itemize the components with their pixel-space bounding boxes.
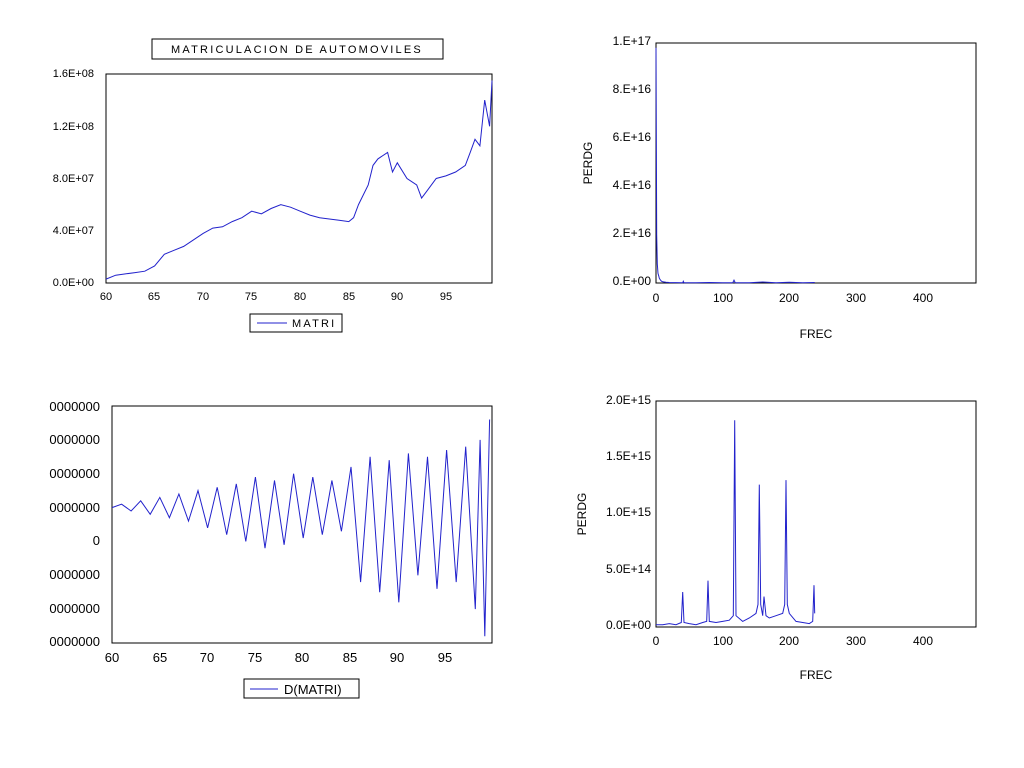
- chart-matri-series-line: [105, 80, 493, 280]
- chart-perdg-1-yticks: 0.E+00 2.E+16 4.E+16 6.E+16 8.E+16 1.E+1…: [613, 34, 652, 288]
- chart-matri-legend: MATRI: [249, 313, 343, 333]
- chart-perdg-2-ytick-label: 0.0E+00: [606, 618, 651, 632]
- chart-matri-ytick-label: 8.0E+07: [53, 173, 94, 185]
- chart-perdg-2-xtick-label: 200: [779, 634, 799, 648]
- chart-dmatri-xtick-label: 65: [153, 650, 167, 665]
- chart-perdg-2-ytick-label: 5.0E+14: [606, 562, 651, 576]
- chart-matri-xtick-label: 90: [391, 291, 403, 303]
- chart-perdg-2-xlabel: FREC: [800, 668, 833, 682]
- chart-matri-xtick-label: 60: [100, 291, 112, 303]
- chart-perdg-2-xtick-label: 300: [846, 634, 866, 648]
- chart-matri-xticks: 60 65 70 75 80 85 90 95: [100, 291, 452, 303]
- chart-dmatri-xtick-label: 85: [343, 650, 357, 665]
- chart-matri-xtick-label: 75: [245, 291, 257, 303]
- chart-dmatri-plot-frame: [111, 405, 493, 644]
- chart-dmatri-legend-label: D(MATRI): [284, 682, 342, 697]
- chart-perdg-1-xtick-label: 300: [846, 291, 866, 305]
- chart-dmatri-ytick-label: 0000000: [49, 500, 100, 515]
- chart-perdg-2-ytick-label: 1.5E+15: [606, 449, 651, 463]
- chart-perdg-2-series-line: [656, 420, 816, 626]
- chart-perdg-1-ytick-label: 1.E+17: [613, 34, 652, 48]
- chart-matri-xtick-label: 85: [343, 291, 355, 303]
- chart-dmatri-ytick-label: 0000000: [49, 399, 100, 414]
- chart-dmatri-xticks: 60 65 70 75 80 85 90 95: [105, 650, 452, 665]
- chart-dmatri-ytick-label: 0000000: [49, 634, 100, 649]
- chart-perdg-1-ytick-label: 4.E+16: [613, 178, 652, 192]
- chart-dmatri-xtick-label: 70: [200, 650, 214, 665]
- chart-perdg-1-ytick-label: 0.E+00: [613, 274, 652, 288]
- chart-dmatri-xtick-label: 90: [390, 650, 404, 665]
- chart-perdg-1-plot-frame: [655, 42, 977, 284]
- chart-perdg-2-xtick-label: 0: [653, 634, 660, 648]
- chart-perdg-1-xtick-label: 400: [913, 291, 933, 305]
- chart-perdg-1-ytick-label: 2.E+16: [613, 226, 652, 240]
- chart-perdg-1-ytick-label: 8.E+16: [613, 82, 652, 96]
- chart-dmatri-legend: D(MATRI): [243, 678, 360, 699]
- chart-matri-legend-label: MATRI: [292, 318, 336, 330]
- chart-matri-ytick-label: 0.0E+00: [53, 277, 94, 289]
- chart-dmatri-ytick-label: 0000000: [49, 601, 100, 616]
- chart-matri-title: MATRICULACION DE AUTOMOVILES: [171, 44, 423, 56]
- chart-perdg-1: PERDG FREC 0.E+00 2.E+16 4.E+16 6.E+16 8…: [581, 34, 977, 341]
- chart-dmatri-xtick-label: 60: [105, 650, 119, 665]
- chart-dmatri-ytick-label: 0000000: [49, 432, 100, 447]
- chart-dmatri-xtick-label: 80: [295, 650, 309, 665]
- chart-perdg-1-ytick-label: 6.E+16: [613, 130, 652, 144]
- chart-dmatri: 0000000 0000000 0000000 0000000 0 000000…: [49, 399, 493, 699]
- chart-dmatri-xtick-label: 75: [248, 650, 262, 665]
- chart-matri-ytick-label: 1.2E+08: [53, 121, 94, 133]
- chart-perdg-1-series-line: [655, 47, 815, 284]
- chart-perdg-1-xtick-label: 100: [713, 291, 733, 305]
- chart-perdg-2-yticks: 0.0E+00 5.0E+14 1.0E+15 1.5E+15 2.0E+15: [606, 393, 651, 632]
- chart-perdg-2-xticks: 0 100 200 300 400: [653, 634, 934, 648]
- chart-matri: MATRICULACION DE AUTOMOVILES 60 65 70 75…: [53, 38, 493, 333]
- chart-dmatri-ytick-label: 0000000: [49, 567, 100, 582]
- chart-perdg-2-ytick-label: 2.0E+15: [606, 393, 651, 407]
- chart-matri-yticks: 0.0E+00 4.0E+07 8.0E+07 1.2E+08 1.6E+08: [53, 68, 94, 289]
- chart-perdg-1-xticks: 0 100 200 300 400: [653, 291, 934, 305]
- chart-perdg-1-xlabel: FREC: [800, 327, 833, 341]
- chart-perdg-2-ytick-label: 1.0E+15: [606, 505, 651, 519]
- chart-perdg-2-ylabel: PERDG: [575, 493, 589, 536]
- chart-matri-ytick-label: 4.0E+07: [53, 225, 94, 237]
- chart-perdg-1-xtick-label: 0: [653, 291, 660, 305]
- chart-matri-title-box: [151, 38, 444, 60]
- chart-matri-xtick-label: 80: [294, 291, 306, 303]
- chart-matri-ytick-label: 1.6E+08: [53, 68, 94, 80]
- chart-matri-plot-frame: [105, 73, 493, 284]
- chart-perdg-2: PERDG FREC 0.0E+00 5.0E+14 1.0E+15 1.5E+…: [575, 393, 977, 682]
- chart-dmatri-ytick-label: 0000000: [49, 466, 100, 481]
- chart-perdg-1-ylabel: PERDG: [581, 142, 595, 185]
- chart-perdg-2-plot-frame: [655, 400, 977, 628]
- chart-perdg-2-xtick-label: 400: [913, 634, 933, 648]
- chart-dmatri-yticks: 0000000 0000000 0000000 0000000 0 000000…: [49, 399, 100, 649]
- chart-matri-xtick-label: 95: [440, 291, 452, 303]
- chart-dmatri-xtick-label: 95: [438, 650, 452, 665]
- chart-matri-xtick-label: 70: [197, 291, 209, 303]
- chart-dmatri-ytick-label: 0: [93, 533, 100, 548]
- chart-dmatri-legend-box: [243, 678, 360, 699]
- chart-perdg-2-xtick-label: 100: [713, 634, 733, 648]
- chart-matri-xtick-label: 65: [148, 291, 160, 303]
- chart-matri-legend-box: [249, 313, 343, 333]
- chart-perdg-1-xtick-label: 200: [779, 291, 799, 305]
- chart-dmatri-series-line: [111, 419, 491, 637]
